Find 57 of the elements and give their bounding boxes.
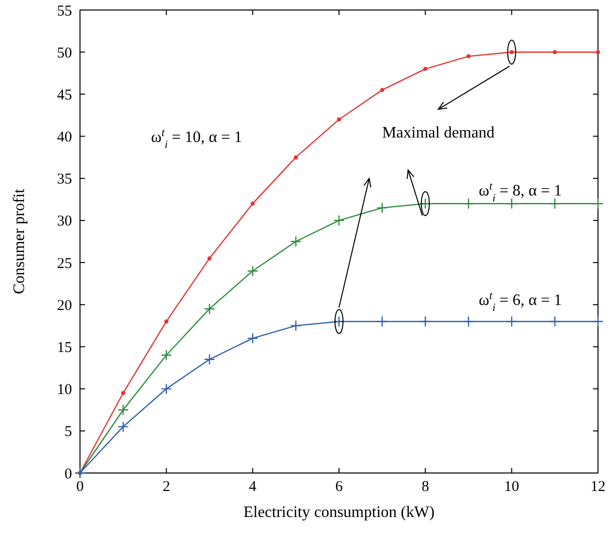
point [160, 350, 172, 361]
point [552, 50, 557, 54]
x-tick-label: 2 [162, 479, 170, 495]
y-tick-label: 10 [57, 382, 72, 398]
point [160, 383, 172, 394]
x-tick-label: 0 [76, 479, 84, 495]
annotation: ω$^{t}$$_{i}$ = 8, α = 1 [478, 180, 562, 205]
point [118, 404, 129, 416]
point [247, 332, 258, 344]
point [337, 117, 341, 122]
y-tick-label: 20 [57, 298, 72, 314]
x-axis-title: Electricity consumption (kW) [243, 504, 435, 521]
point [164, 319, 168, 324]
x-tick-label: 10 [504, 479, 520, 495]
y-tick-label: 40 [57, 130, 72, 146]
y-tick-label: 55 [57, 3, 72, 20]
point [376, 202, 388, 214]
x-tick-label: 6 [335, 479, 344, 495]
point [549, 316, 560, 328]
y-tick-label: 5 [64, 424, 72, 440]
x-tick-label: 12 [590, 479, 606, 495]
y-axis-title: Consumer profit [11, 188, 28, 294]
point [423, 66, 428, 71]
y-tick-label: 50 [57, 45, 72, 62]
point [294, 155, 298, 160]
y-tick-label: 25 [57, 256, 72, 272]
point [208, 256, 212, 260]
point [204, 303, 216, 314]
annotation: ω$^{t}$$_{i}$ = 6, α = 1 [478, 290, 562, 314]
point [118, 421, 129, 432]
point [204, 354, 216, 365]
point [247, 265, 258, 277]
point [290, 320, 302, 332]
point [420, 316, 431, 328]
y-tick-label: 45 [57, 87, 72, 104]
point [506, 198, 518, 210]
point [549, 198, 560, 210]
point [592, 198, 604, 210]
point [250, 202, 255, 206]
point [376, 316, 388, 328]
point [380, 88, 384, 92]
x-tick-label: 8 [422, 479, 430, 495]
y-tick-label: 15 [57, 340, 72, 356]
y-tick-label: 30 [57, 214, 72, 230]
point [290, 236, 302, 248]
point [466, 54, 470, 58]
point [121, 391, 126, 396]
point [592, 316, 604, 328]
point [506, 316, 518, 328]
point [596, 50, 600, 54]
point [462, 198, 474, 210]
y-tick-label: 0 [64, 466, 72, 482]
point [462, 316, 474, 328]
annotation: Maximal demand [382, 124, 494, 142]
y-tick-label: 35 [57, 172, 72, 188]
x-tick-label: 4 [248, 479, 257, 495]
annotation: ω$^{t}$$_{i}$ = 10, α = 1 [150, 126, 242, 151]
